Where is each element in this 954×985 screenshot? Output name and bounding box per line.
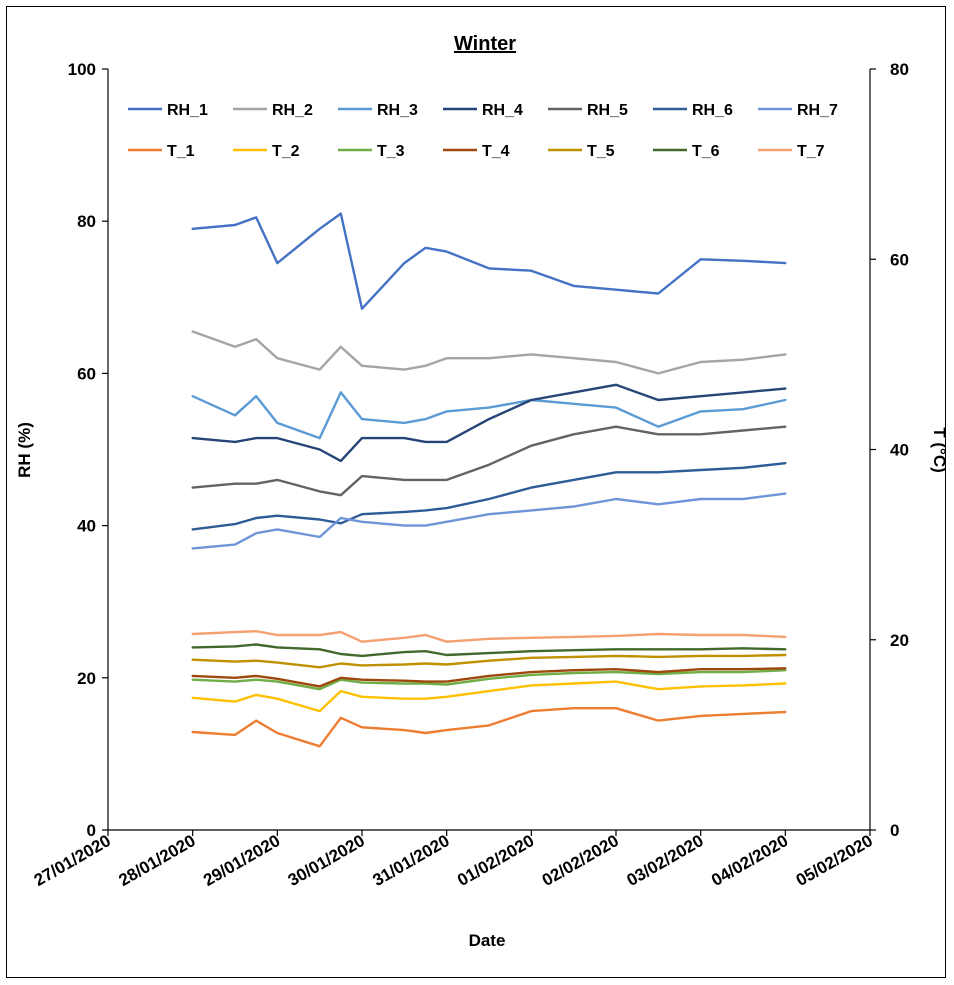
series-line-t-4 — [191, 667, 787, 688]
series-line-t-1 — [191, 707, 787, 748]
y-tick-label: 40 — [77, 517, 96, 536]
legend-label: RH_7 — [797, 102, 838, 119]
legend-label: RH_2 — [272, 102, 313, 119]
y-tick-label: 60 — [77, 364, 96, 383]
y2-tick-label: 20 — [890, 631, 909, 650]
series-line-rh-5 — [191, 425, 787, 497]
legend-label: RH_1 — [167, 102, 208, 119]
series-line-t-5 — [191, 653, 787, 669]
x-tick-label: 05/02/2020 — [793, 831, 876, 890]
series-line-t-7 — [191, 630, 787, 643]
x-axis-title: Date — [469, 931, 506, 950]
legend-label: T_6 — [692, 143, 720, 160]
series-line-t-2 — [191, 680, 787, 713]
x-tick-label: 02/02/2020 — [539, 831, 622, 890]
legend-label: T_7 — [797, 143, 825, 160]
y2-tick-label: 0 — [890, 821, 899, 840]
axes: 0 20 40 60 80 100 0 20 40 60 80 27/01/2020 28/01/202… — [31, 60, 909, 890]
series-line-rh-6 — [191, 462, 787, 531]
x-tick-label: 28/01/2020 — [115, 831, 198, 890]
y-tick-label: 100 — [68, 60, 96, 79]
legend-label: T_3 — [377, 143, 405, 160]
x-tick-label: 29/01/2020 — [200, 831, 283, 890]
series-line-rh-1 — [191, 212, 787, 310]
legend-label: T_4 — [482, 143, 510, 160]
series-line-rh-7 — [191, 492, 787, 550]
y-tick-label: 80 — [77, 212, 96, 231]
legend-label: RH_3 — [377, 102, 418, 119]
legend: RH_1 RH_2 RH_3 RH_4 RH_5 RH_6 RH_7 T_1 T_2 T_3 T_4… — [128, 102, 838, 160]
chart-frame — [6, 6, 946, 978]
x-tick-label: 30/01/2020 — [285, 831, 368, 890]
legend-label: RH_4 — [482, 102, 523, 119]
series-line-rh-3 — [191, 391, 787, 440]
legend-label: T_2 — [272, 143, 300, 160]
chart-title: Winter — [454, 33, 516, 55]
y2-axis-title: T (°C) — [930, 427, 949, 473]
legend-label: T_5 — [587, 143, 615, 160]
series-lines — [191, 212, 787, 748]
x-tick-label: 01/02/2020 — [454, 831, 537, 890]
legend-label: RH_5 — [587, 102, 628, 119]
series-line-t-6 — [191, 643, 787, 658]
x-tick-label: 27/01/2020 — [31, 831, 114, 890]
legend-label: T_1 — [167, 143, 195, 160]
y-tick-label: 0 — [87, 821, 96, 840]
y-tick-label: 20 — [77, 669, 96, 688]
x-tick-label: 03/02/2020 — [623, 831, 706, 890]
x-tick-label: 04/02/2020 — [708, 831, 791, 890]
y-axis-title: RH (%) — [15, 422, 34, 478]
series-line-rh-4 — [191, 383, 787, 463]
y2-tick-label: 60 — [890, 250, 909, 269]
y2-tick-label: 80 — [890, 60, 909, 79]
x-tick-label: 31/01/2020 — [369, 831, 452, 890]
series-line-t-3 — [191, 669, 787, 691]
series-line-rh-2 — [191, 330, 787, 375]
y2-tick-label: 40 — [890, 441, 909, 460]
legend-label: RH_6 — [692, 102, 733, 119]
